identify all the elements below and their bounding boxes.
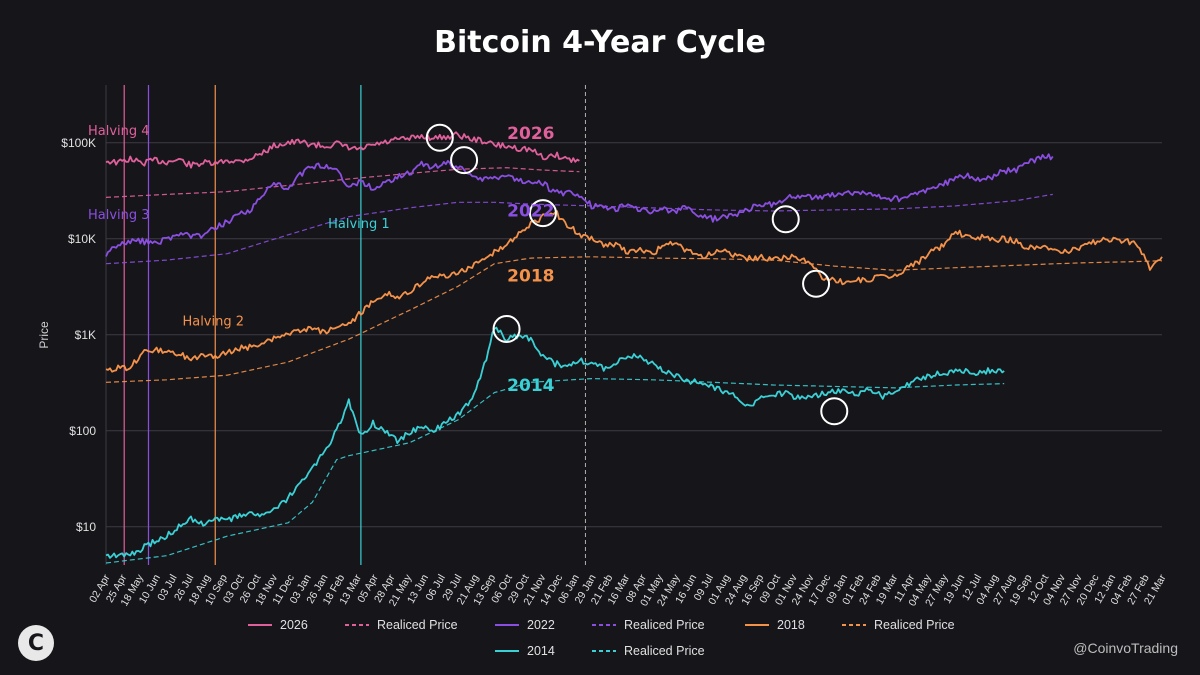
y-axis-label: Price bbox=[37, 321, 51, 349]
price-line-2018 bbox=[105, 210, 1163, 373]
series-label-2022: 2022 bbox=[507, 202, 554, 222]
logo-glyph: C bbox=[27, 630, 45, 656]
legend-label: 2026 bbox=[280, 618, 308, 632]
series-label-2018: 2018 bbox=[507, 266, 554, 286]
price-line-2026 bbox=[105, 131, 580, 169]
cycle-marker-circle bbox=[425, 123, 454, 152]
cycle-marker-circle bbox=[450, 146, 479, 175]
y-tick-label: $1K bbox=[75, 328, 96, 342]
halving-label: Halving 1 bbox=[328, 217, 390, 232]
legend-layer: 2026 Realiced Price 2022 Realiced Price 2018… bbox=[248, 618, 955, 658]
halving-label: Halving 4 bbox=[88, 124, 150, 139]
y-tick-label: $10K bbox=[68, 232, 96, 246]
marker-layer bbox=[425, 123, 849, 426]
legend-label: Realiced Price bbox=[377, 618, 458, 632]
cycle-marker-circle bbox=[528, 199, 557, 228]
price-line-2022 bbox=[105, 153, 1054, 257]
label-layer: Halving 4 Halving 3 Halving 2 Halving 1 2026… bbox=[88, 124, 555, 396]
cycle-marker-circle bbox=[820, 397, 849, 426]
legend-label: Realiced Price bbox=[874, 618, 955, 632]
halving-label: Halving 2 bbox=[182, 314, 244, 329]
realized-line-2014 bbox=[105, 377, 1005, 564]
series-label-2026: 2026 bbox=[507, 124, 554, 144]
legend-label: Realiced Price bbox=[624, 618, 705, 632]
legend-label: Realiced Price bbox=[624, 644, 705, 658]
legend-label: 2022 bbox=[527, 618, 555, 632]
legend-label: 2014 bbox=[527, 644, 555, 658]
coinvo-logo-icon: C bbox=[18, 625, 54, 661]
cycle-marker-circle bbox=[802, 269, 831, 298]
grid-layer bbox=[105, 85, 1162, 565]
halving-label: Halving 3 bbox=[88, 208, 150, 223]
realized-line-2022 bbox=[105, 193, 1053, 265]
y-tick-label: $100 bbox=[69, 424, 96, 438]
chart-title: Bitcoin 4-Year Cycle bbox=[434, 25, 766, 60]
realized-line-2026 bbox=[105, 167, 580, 198]
watermark: @CoinvoTrading bbox=[1073, 640, 1178, 656]
realized-line-2018 bbox=[105, 256, 1163, 383]
series-label-2014: 2014 bbox=[507, 376, 554, 396]
cycle-marker-circle bbox=[492, 314, 521, 343]
y-tick-label: $10 bbox=[76, 520, 96, 534]
halving-layer bbox=[123, 85, 362, 565]
y-tick-label: $100K bbox=[61, 136, 96, 150]
series-layer bbox=[105, 131, 1163, 564]
price-line-2014 bbox=[105, 326, 1005, 559]
cycle-marker-circle bbox=[771, 205, 800, 234]
legend-label: 2018 bbox=[777, 618, 805, 632]
